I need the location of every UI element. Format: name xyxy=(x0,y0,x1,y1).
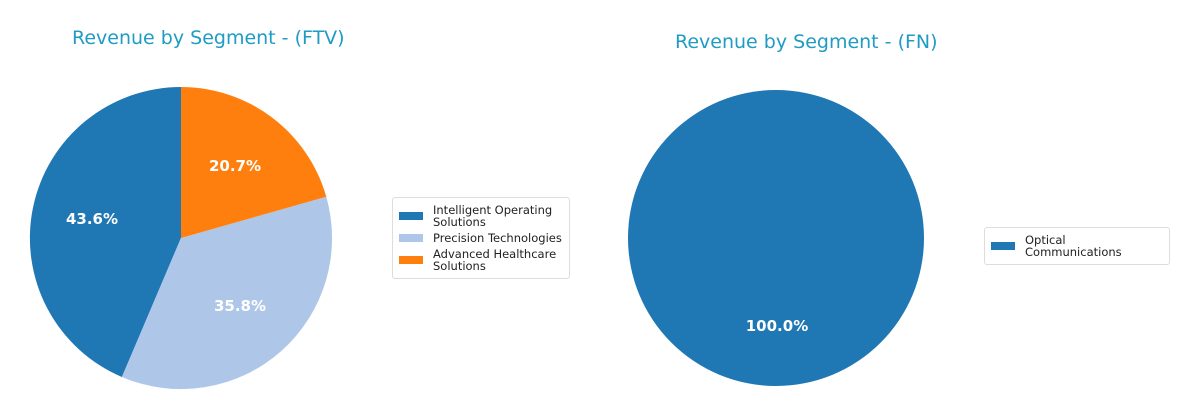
legend-label: Intelligent Operating xyxy=(433,203,553,217)
slice-pct-label: 35.8% xyxy=(214,297,266,315)
pie-slice-optical-communications xyxy=(628,90,924,386)
slice-pct-label: 100.0% xyxy=(746,317,808,335)
legend-swatch xyxy=(991,242,1015,250)
legend-swatch xyxy=(399,212,423,220)
chart-title-fn: Revenue by Segment - (FN) xyxy=(675,31,938,53)
legend-fn: Optical Communications xyxy=(984,227,1170,265)
slice-pct-label: 43.6% xyxy=(66,210,118,228)
legend-label: Precision Technologies xyxy=(433,231,562,245)
legend-swatch xyxy=(399,256,423,264)
pie-slice-advanced-healthcare-solutions xyxy=(181,87,327,238)
legend-label: Optical Communications xyxy=(1025,233,1122,259)
pie-slice-intelligent-operating-solutions xyxy=(29,86,181,377)
chart-title-ftv: Revenue by Segment - (FTV) xyxy=(72,27,345,49)
pie-chart-ftv: 43.6% 35.8% 20.7% xyxy=(29,86,333,390)
pie-chart-fn: 100.0% xyxy=(628,90,924,386)
pie-slice-precision-technologies xyxy=(121,196,333,390)
legend-swatch xyxy=(399,234,423,242)
slice-pct-label: 20.7% xyxy=(209,157,261,175)
legend-item: Optical Communications xyxy=(991,234,1163,258)
legend-item: Precision Technologies xyxy=(399,232,563,244)
legend-label: Advanced Healthcare xyxy=(433,247,557,261)
legend-item: Advanced Healthcare Solutions xyxy=(399,248,563,272)
legend-item: Intelligent Operating Solutions xyxy=(399,204,563,228)
legend-label: Solutions xyxy=(433,215,486,229)
legend-label: Solutions xyxy=(433,259,486,273)
legend-ftv: Intelligent Operating Solutions Precision… xyxy=(392,197,570,279)
